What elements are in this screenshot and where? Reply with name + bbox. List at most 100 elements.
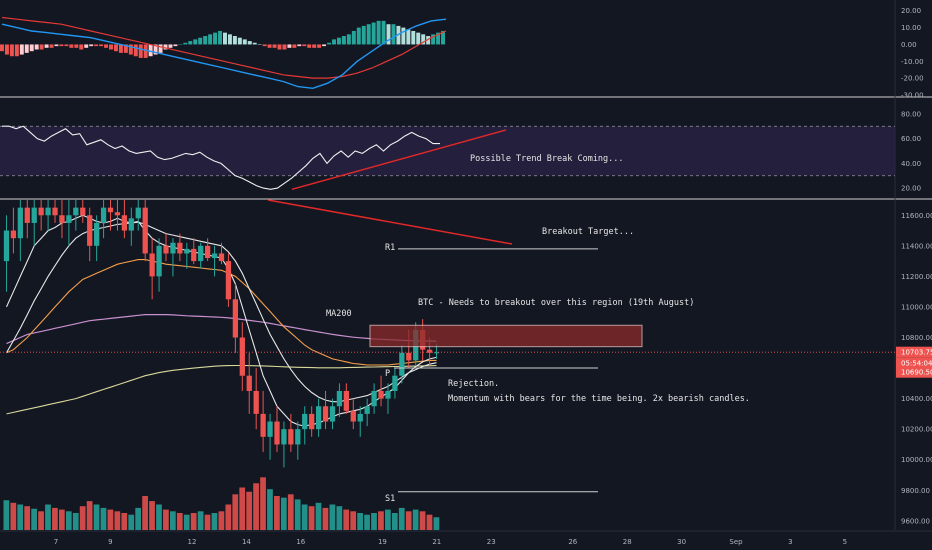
candle-body — [329, 406, 336, 422]
macd-histogram-bar — [312, 44, 317, 48]
volume-bar — [246, 491, 253, 530]
volume-bar — [391, 513, 398, 530]
macd-tick-label: 10.00 — [901, 24, 921, 32]
candle-body — [350, 410, 356, 422]
macd-tick-label: 0.00 — [901, 41, 917, 49]
volume-bar — [142, 496, 148, 530]
macd-histogram-bar — [109, 44, 113, 50]
volume-bar — [225, 504, 232, 530]
time-tick-label: 30 — [677, 538, 686, 546]
macd-histogram-bar — [213, 32, 218, 45]
volume-bar — [93, 504, 100, 530]
candle-body — [191, 248, 197, 262]
volume-bar — [114, 511, 121, 530]
macd-histogram-bar — [64, 44, 69, 47]
macd-histogram-bar — [148, 44, 153, 57]
volume-bar — [211, 513, 218, 530]
rsi-tick-label: 20.00 — [901, 185, 921, 193]
macd-histogram-bar — [99, 44, 104, 47]
macd-histogram-bar — [307, 44, 312, 48]
macd-histogram-bar — [123, 44, 128, 53]
last-price-tag-box — [896, 346, 932, 358]
macd-histogram-bar — [24, 44, 29, 53]
candle-body — [336, 390, 343, 407]
time-tick-label: 14 — [242, 538, 251, 546]
macd-histogram-bar — [34, 44, 39, 50]
macd-tick-label: -30.00 — [901, 92, 924, 100]
macd-histogram-bar — [287, 44, 292, 48]
macd-histogram-bar — [401, 27, 406, 45]
candle-body — [163, 245, 169, 254]
volume-bar — [315, 502, 322, 530]
macd-histogram-bar — [223, 32, 227, 45]
volume-bar — [280, 497, 287, 530]
macd-histogram-bar — [411, 30, 416, 45]
candle-body — [198, 245, 204, 262]
macd-histogram-bar — [89, 44, 94, 47]
time-tick-label: Sep — [729, 538, 743, 546]
macd-histogram-bar — [272, 44, 277, 48]
volume-bar — [405, 511, 412, 530]
volume-bar — [79, 506, 86, 530]
macd-histogram-bar — [14, 44, 19, 57]
candle-body — [24, 207, 30, 223]
volume-bar — [294, 499, 301, 530]
price-tick-label: 11000.00 — [901, 303, 932, 311]
rsi-trendline[interactable] — [291, 129, 507, 191]
macd-histogram-bar — [237, 37, 242, 45]
breakout-zone[interactable] — [369, 324, 643, 348]
time-tick-label: 21 — [432, 538, 441, 546]
macd-histogram-bar — [183, 42, 188, 45]
macd-histogram-bar — [332, 39, 336, 45]
candle-body — [309, 413, 315, 430]
volume-bar — [163, 509, 169, 530]
macd-histogram-bar — [426, 36, 431, 45]
macd-histogram-bar — [9, 44, 14, 57]
volume-bar — [58, 509, 65, 530]
macd-histogram-bar — [59, 44, 64, 47]
volume-bar — [274, 496, 280, 530]
candle-body — [232, 299, 239, 338]
macd-histogram-bar — [44, 44, 49, 48]
macd-histogram-bar — [178, 44, 183, 45]
candle-body — [392, 375, 398, 391]
candle-body — [433, 352, 440, 354]
volume-bar — [426, 514, 433, 530]
macd-histogram-bar — [381, 20, 386, 45]
other-price-tag-box — [896, 366, 932, 378]
candle-body — [80, 207, 86, 216]
volume-bar — [329, 504, 336, 530]
candle-body — [184, 248, 190, 254]
volume-bar — [398, 507, 405, 530]
macd-signal-line — [1, 16, 447, 79]
candle-body — [274, 421, 280, 445]
candle-body — [170, 242, 176, 254]
volume-bar — [232, 494, 239, 530]
macd-histogram-bar — [317, 44, 322, 48]
volume-bar — [260, 477, 266, 530]
candle-body — [385, 390, 391, 399]
candle-body — [260, 413, 266, 437]
rsi-line — [2, 125, 440, 190]
candle-body — [239, 337, 245, 376]
r1-label: R1 — [385, 243, 395, 253]
macd-histogram-bar — [198, 37, 203, 45]
macd-histogram-bar — [366, 24, 371, 45]
candle-body — [3, 230, 10, 262]
volume-bar — [357, 513, 363, 530]
volume-bar — [121, 513, 128, 530]
price-axes: 20.00 10.00 0.00 -10.00 -20.00 -30.00 80.00 60.… — [896, 7, 932, 525]
macd-line — [1, 18, 447, 90]
candle-body — [211, 253, 218, 259]
macd-histogram-bar — [153, 44, 158, 55]
macd-histogram-bar — [441, 30, 445, 45]
volume-bar — [197, 511, 204, 530]
macd-histogram-bar — [297, 44, 302, 47]
macd-histogram-bar — [4, 44, 9, 55]
rsi-pane — [0, 125, 895, 191]
price-trendline[interactable] — [267, 199, 513, 245]
volume-bar — [419, 511, 426, 530]
candle-body — [38, 207, 44, 216]
